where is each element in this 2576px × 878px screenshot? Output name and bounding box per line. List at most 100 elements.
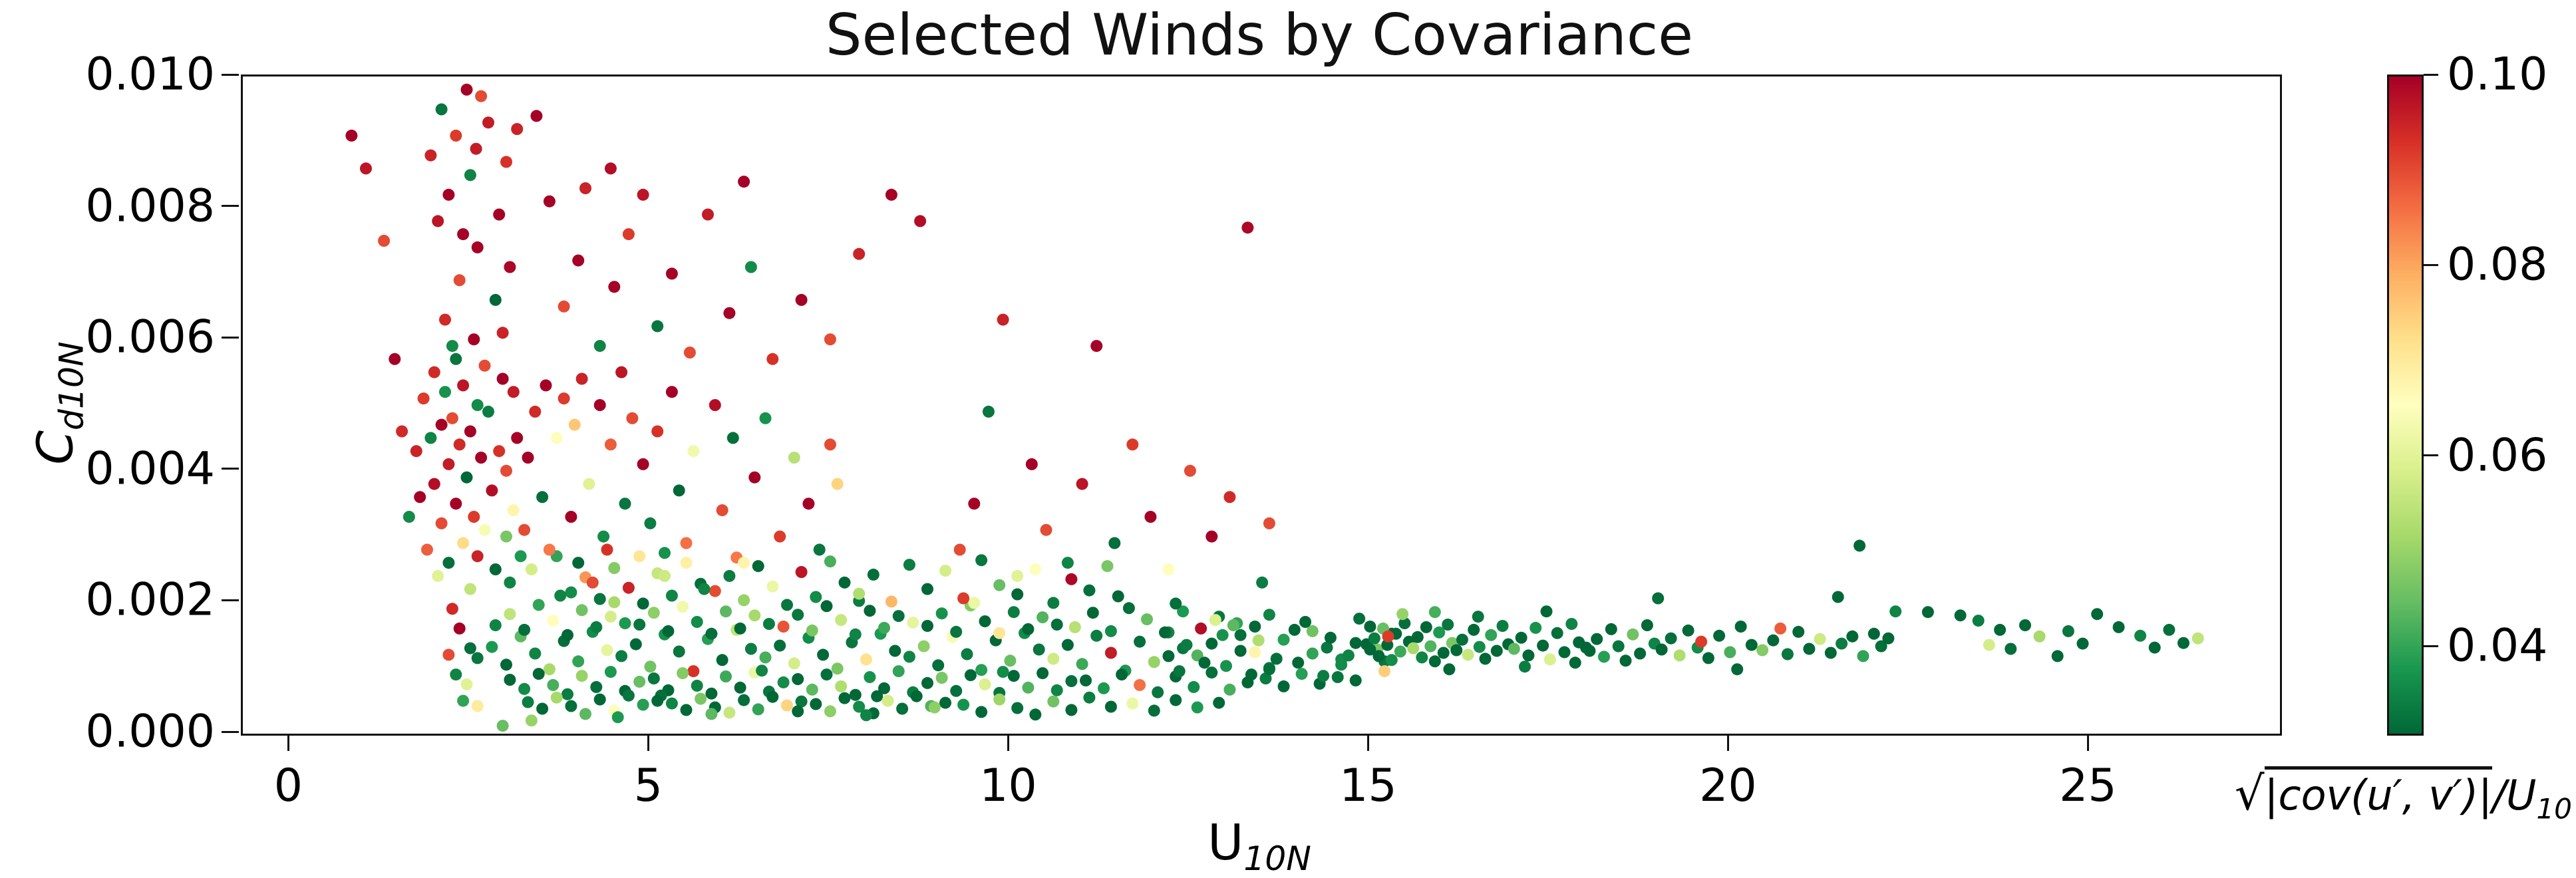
- scatter-point: [1814, 633, 1826, 645]
- scatter-point: [601, 644, 613, 657]
- scatter-point: [1029, 708, 1042, 721]
- scatter-point: [579, 182, 591, 194]
- scatter-point: [687, 665, 700, 678]
- scatter-point: [1652, 592, 1665, 605]
- scatter-point: [608, 596, 621, 609]
- scatter-point: [1724, 646, 1736, 658]
- y-tick-label: 0.002: [85, 573, 215, 627]
- scatter-point: [493, 208, 506, 221]
- scatter-point: [543, 195, 556, 208]
- scatter-point: [1209, 614, 1221, 627]
- scatter-point: [1324, 631, 1337, 644]
- scatter-point: [1223, 683, 1236, 696]
- scatter-point: [518, 682, 531, 695]
- scatter-point: [1086, 607, 1099, 619]
- scatter-point: [1540, 605, 1553, 618]
- scatter-point: [1025, 458, 1038, 470]
- scatter-point: [1396, 608, 1409, 621]
- scatter-point: [1083, 584, 1096, 597]
- scatter-point: [586, 576, 599, 589]
- scatter-point: [1184, 464, 1196, 477]
- scatter-point: [633, 550, 646, 563]
- scatter-point: [1364, 643, 1376, 656]
- scatter-point: [2191, 632, 2204, 645]
- scatter-point: [1144, 511, 1157, 523]
- scatter-point: [540, 379, 552, 392]
- scatter-point: [744, 643, 757, 655]
- scatter-point: [593, 340, 606, 353]
- scatter-point: [435, 103, 448, 116]
- scatter-point: [464, 425, 476, 438]
- scatter-point: [457, 379, 470, 392]
- scatter-point: [691, 679, 703, 692]
- scatter-point: [1061, 639, 1074, 651]
- scatter-point: [1083, 691, 1096, 704]
- scatter-point: [820, 600, 833, 613]
- scatter-point: [471, 399, 484, 411]
- scatter-point: [442, 458, 455, 470]
- scatter-point: [536, 491, 549, 504]
- scatter-point: [849, 688, 862, 701]
- scatter-point: [547, 615, 560, 627]
- scatter-point: [709, 585, 721, 597]
- scatter-point: [1803, 643, 1816, 655]
- scatter-point: [1180, 639, 1193, 651]
- scatter-point: [1519, 660, 1531, 673]
- scatter-point: [744, 261, 757, 273]
- scatter-point: [471, 241, 484, 253]
- scatter-point: [993, 627, 1006, 639]
- scatter-point: [439, 313, 451, 326]
- scatter-point: [892, 610, 905, 623]
- scatter-point: [615, 650, 628, 662]
- scatter-point: [1108, 537, 1121, 549]
- scatter-point: [698, 583, 711, 595]
- scatter-point: [1270, 653, 1283, 665]
- scatter-point: [1065, 704, 1078, 716]
- scatter-point: [1832, 591, 1844, 603]
- scatter-point: [705, 627, 718, 640]
- scatter-point: [1317, 670, 1330, 682]
- scatter-point: [820, 668, 833, 681]
- scatter-point: [691, 616, 703, 628]
- scatter-point: [1050, 684, 1063, 696]
- scatter-point: [460, 471, 473, 484]
- scatter-point: [726, 432, 739, 444]
- scatter-point: [1249, 646, 1261, 658]
- scatter-point: [633, 619, 646, 631]
- scatter-point: [396, 425, 408, 438]
- scatter-point: [1007, 606, 1020, 619]
- scatter-point: [522, 696, 534, 708]
- scatter-point: [910, 690, 923, 702]
- scatter-point: [1104, 647, 1117, 659]
- scatter-point: [1734, 621, 1747, 633]
- scatter-point: [2076, 637, 2089, 650]
- scatter-point: [1508, 643, 1520, 655]
- scatter-point: [1220, 660, 1232, 672]
- scatter-point: [1080, 674, 1092, 686]
- scatter-point: [2148, 641, 2161, 654]
- scatter-point: [673, 645, 685, 658]
- scatter-point: [723, 569, 736, 582]
- scatter-point: [489, 563, 502, 575]
- scatter-point: [662, 625, 675, 637]
- scatter-point: [680, 704, 693, 716]
- scatter-point: [1090, 340, 1103, 353]
- scatter-point: [1263, 517, 1275, 529]
- scatter-point: [558, 392, 570, 405]
- scatter-point: [734, 622, 746, 635]
- scatter-point: [1259, 672, 1272, 684]
- scatter-point: [1126, 697, 1139, 710]
- scatter-point: [450, 498, 462, 510]
- scatter-point: [1591, 633, 1603, 645]
- scatter-point: [572, 254, 585, 267]
- scatter-point: [766, 353, 779, 365]
- scatter-point: [651, 694, 664, 707]
- scatter-point: [1011, 569, 1024, 582]
- scatter-point: [716, 654, 728, 666]
- plot-area: [241, 74, 2282, 736]
- scatter-point: [1372, 650, 1385, 662]
- scatter-point: [554, 589, 567, 602]
- scatter-point: [626, 412, 639, 424]
- x-tick-mark: [1367, 734, 1369, 751]
